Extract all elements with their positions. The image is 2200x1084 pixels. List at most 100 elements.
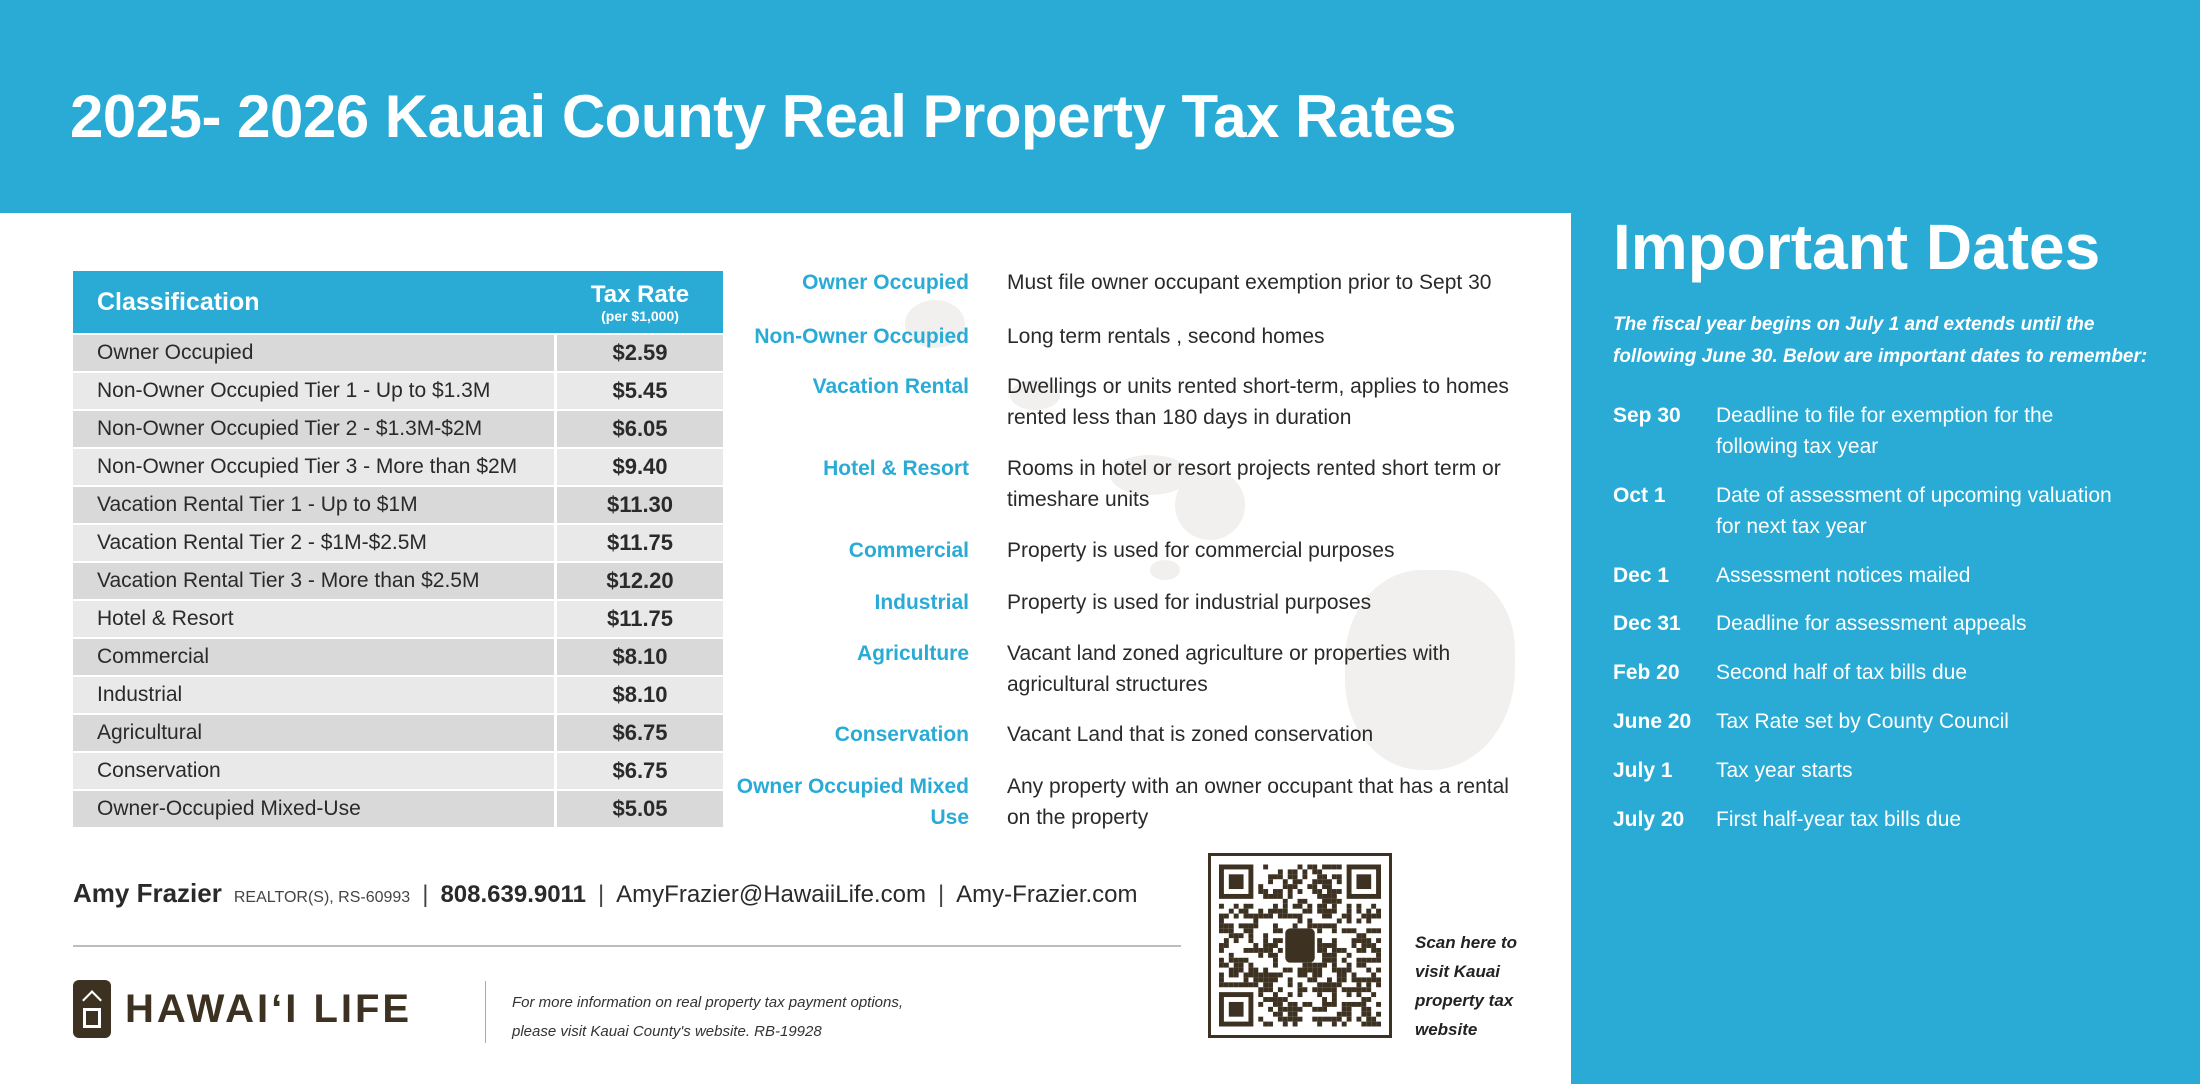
definition-label: Agriculture bbox=[856, 642, 969, 665]
date-item: July 1 Tax year starts bbox=[1613, 755, 2116, 786]
tax-rate-cell: $6.05 bbox=[612, 416, 668, 441]
date-label: Feb 20 bbox=[1613, 661, 1680, 684]
date-label: July 20 bbox=[1613, 808, 1685, 831]
definition-text: Any property with an owner occupant that… bbox=[1007, 775, 1509, 829]
page-title: 2025- 2026 Kauai County Real Property Ta… bbox=[70, 83, 1456, 150]
important-dates-title: Important Dates bbox=[1613, 211, 2101, 283]
contact-line: Amy Frazier REALTOR(S), RS-60993 | 808.6… bbox=[73, 878, 1138, 908]
classification-cell: Owner Occupied bbox=[73, 335, 557, 371]
definition-label: Commercial bbox=[848, 539, 969, 562]
date-item: Sep 30 Deadline to file for exemption for… bbox=[1613, 400, 2116, 462]
agent-license: REALTOR(S), RS-60993 bbox=[233, 889, 411, 906]
date-description: Tax year starts bbox=[1716, 759, 1853, 782]
classification-cell: Non-Owner Occupied Tier 2 - $1.3M-$2M bbox=[73, 411, 557, 447]
column-header-tax-rate: Tax Rate (per $1,000) bbox=[557, 271, 723, 333]
date-item: Feb 20 Second half of tax bills due bbox=[1613, 657, 2116, 688]
tax-rate-cell: $5.05 bbox=[612, 796, 668, 821]
definition-item: Industrial Property is used for industria… bbox=[700, 587, 1540, 618]
table-row: Non-Owner Occupied Tier 1 - Up to $1.3M $… bbox=[73, 371, 723, 409]
classification-cell: Non-Owner Occupied Tier 1 - Up to $1.3M bbox=[73, 373, 557, 409]
definition-label: Industrial bbox=[874, 591, 969, 614]
definition-item: Commercial Property is used for commercia… bbox=[700, 535, 1540, 566]
table-row: Non-Owner Occupied Tier 3 - More than $2… bbox=[73, 447, 723, 485]
table-row: Industrial $8.10 bbox=[73, 675, 723, 713]
definition-text: Property is used for industrial purposes bbox=[1007, 591, 1372, 614]
date-label: Dec 1 bbox=[1613, 564, 1670, 587]
qr-code[interactable] bbox=[1208, 853, 1392, 1038]
definition-label: Owner Occupied Mixed Use bbox=[736, 775, 969, 829]
agent-name: Amy Frazier bbox=[73, 878, 222, 908]
date-label: June 20 bbox=[1613, 710, 1692, 733]
classification-cell: Commercial bbox=[73, 639, 557, 675]
date-description: Deadline for assessment appeals bbox=[1716, 612, 2027, 635]
definition-text: Vacant land zoned agriculture or propert… bbox=[1007, 642, 1451, 696]
tax-rate-cell: $11.75 bbox=[606, 606, 674, 631]
definition-label: Conservation bbox=[834, 723, 969, 746]
classification-cell: Non-Owner Occupied Tier 3 - More than $2… bbox=[73, 449, 557, 485]
date-label: Oct 1 bbox=[1613, 484, 1666, 507]
date-item: Dec 1 Assessment notices mailed bbox=[1613, 560, 2116, 591]
date-item: Oct 1 Date of assessment of upcoming valu… bbox=[1613, 480, 2116, 542]
classification-cell: Vacation Rental Tier 2 - $1M-$2.5M bbox=[73, 525, 557, 561]
classification-cell: Owner-Occupied Mixed-Use bbox=[73, 791, 557, 827]
table-row: Owner Occupied $2.59 bbox=[73, 333, 723, 371]
table-row: Vacation Rental Tier 3 - More than $2.5M… bbox=[73, 561, 723, 599]
table-row: Vacation Rental Tier 2 - $1M-$2.5M $11.75 bbox=[73, 523, 723, 561]
table-row: Non-Owner Occupied Tier 2 - $1.3M-$2M $6.… bbox=[73, 409, 723, 447]
logo-divider bbox=[485, 981, 486, 1043]
house-icon bbox=[73, 980, 111, 1038]
classification-cell: Vacation Rental Tier 1 - Up to $1M bbox=[73, 487, 557, 523]
header-banner: 2025- 2026 Kauai County Real Property Ta… bbox=[0, 0, 1571, 213]
tax-rate-unit: (per $1,000) bbox=[601, 308, 679, 324]
date-label: Dec 31 bbox=[1613, 612, 1681, 635]
table-header: Classification Tax Rate (per $1,000) bbox=[73, 271, 723, 333]
tax-rate-cell: $12.20 bbox=[606, 568, 674, 593]
date-label: July 1 bbox=[1613, 759, 1673, 782]
tax-info-note: For more information on real property ta… bbox=[512, 994, 904, 1040]
definition-item: Owner Occupied Mixed Use Any property wit… bbox=[700, 771, 1540, 833]
table-row: Hotel & Resort $11.75 bbox=[73, 599, 723, 637]
definition-text: Property is used for commercial purposes bbox=[1007, 539, 1395, 562]
agent-phone[interactable]: 808.639.9011 bbox=[440, 881, 586, 908]
footer-divider bbox=[73, 945, 1181, 947]
table-row: Conservation $6.75 bbox=[73, 751, 723, 789]
definition-text: Must file owner occupant exemption prior… bbox=[1007, 271, 1492, 294]
date-description: Deadline to file for exemption for the f… bbox=[1716, 404, 2054, 458]
agent-website[interactable]: Amy-Frazier.com bbox=[956, 881, 1138, 908]
date-description: Second half of tax bills due bbox=[1716, 661, 1967, 684]
logo-text: HAWAI‘I LIFE bbox=[125, 986, 413, 1031]
date-description: Tax Rate set by County Council bbox=[1716, 710, 2009, 733]
classification-cell: Industrial bbox=[73, 677, 557, 713]
classification-cell: Vacation Rental Tier 3 - More than $2.5M bbox=[73, 563, 557, 599]
tax-rate-cell: $6.75 bbox=[612, 720, 668, 745]
tax-rate-cell: $11.75 bbox=[606, 530, 674, 555]
hawaii-life-logo: HAWAI‘I LIFE bbox=[73, 980, 412, 1038]
definition-item: Agriculture Vacant land zoned agriculture… bbox=[700, 638, 1540, 700]
definition-text: Dwellings or units rented short-term, ap… bbox=[1007, 375, 1509, 429]
table-row: Vacation Rental Tier 1 - Up to $1M $11.30 bbox=[73, 485, 723, 523]
definition-text: Rooms in hotel or resort projects rented… bbox=[1007, 457, 1501, 511]
definition-item: Vacation Rental Dwellings or units rented… bbox=[700, 371, 1540, 433]
classification-cell: Agricultural bbox=[73, 715, 557, 751]
important-dates-panel: Important Dates The fiscal year begins o… bbox=[1571, 0, 2200, 1084]
tax-rate-cell: $9.40 bbox=[612, 454, 668, 479]
definition-item: Conservation Vacant Land that is zoned co… bbox=[700, 719, 1540, 750]
definition-item: Owner Occupied Must file owner occupant e… bbox=[700, 267, 1540, 298]
tax-rate-cell: $2.59 bbox=[612, 340, 668, 365]
classification-cell: Hotel & Resort bbox=[73, 601, 557, 637]
column-header-classification: Classification bbox=[97, 287, 260, 316]
agent-email[interactable]: AmyFrazier@HawaiiLife.com bbox=[616, 881, 926, 908]
date-label: Sep 30 bbox=[1613, 404, 1681, 427]
tax-rate-cell: $6.75 bbox=[612, 758, 668, 783]
tax-rate-cell: $8.10 bbox=[612, 682, 668, 707]
tax-rate-label: Tax Rate bbox=[590, 281, 690, 308]
important-dates-intro: The fiscal year begins on July 1 and ext… bbox=[1613, 314, 2148, 367]
definition-label: Non-Owner Occupied bbox=[754, 325, 969, 348]
date-description: Assessment notices mailed bbox=[1716, 564, 1971, 587]
definition-item: Non-Owner Occupied Long term rentals , se… bbox=[700, 321, 1540, 352]
classification-cell: Conservation bbox=[73, 753, 557, 789]
tax-rate-cell: $11.30 bbox=[606, 492, 674, 517]
definition-label: Owner Occupied bbox=[802, 271, 969, 294]
date-item: Dec 31 Deadline for assessment appeals bbox=[1613, 608, 2116, 639]
definition-label: Hotel & Resort bbox=[823, 457, 969, 480]
